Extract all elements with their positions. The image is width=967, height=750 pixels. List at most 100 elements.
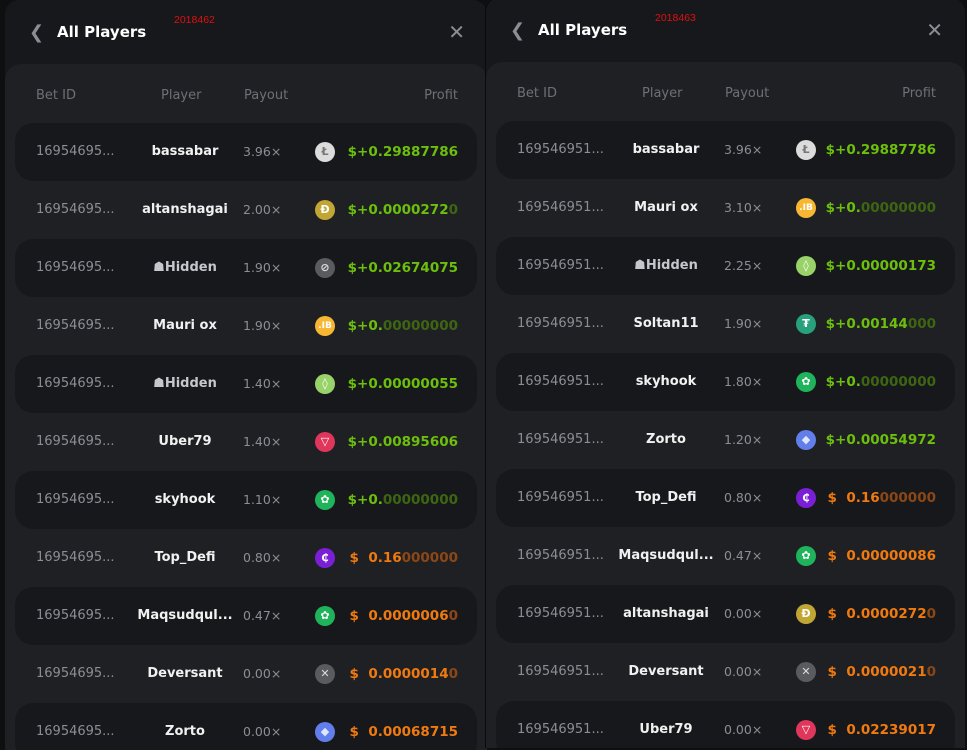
- player-name[interactable]: Uber79: [125, 434, 245, 449]
- bet-id[interactable]: 16954695...: [36, 550, 115, 565]
- player-name[interactable]: Mauri ox: [606, 200, 726, 215]
- bet-id[interactable]: 169546951...: [517, 316, 604, 331]
- player-name[interactable]: Maqsudqul...: [125, 608, 245, 623]
- table-row[interactable]: 169546951... Mauri ox 3.10× .IB $+0.0000…: [496, 179, 955, 237]
- bet-id[interactable]: 169546951...: [517, 142, 604, 157]
- table-row[interactable]: 16954695... Deversant 0.00× ✕ $ 0.000001…: [15, 645, 477, 703]
- payout: 0.47×: [243, 608, 282, 623]
- close-button[interactable]: ✕: [926, 18, 943, 42]
- bet-id[interactable]: 169546951...: [517, 490, 604, 505]
- profit-sign: $+: [347, 376, 369, 392]
- payout: 1.20×: [724, 432, 763, 447]
- table-row[interactable]: 16954695... ☗Hidden 1.40× ◊ $+0.00000055: [15, 355, 477, 413]
- table-row[interactable]: 16954695... altanshagai 2.00× Ð $+0.0000…: [15, 181, 477, 239]
- close-button[interactable]: ✕: [448, 20, 465, 44]
- table-row[interactable]: 169546951... bassabar 3.96× Ł $+0.298877…: [496, 121, 955, 179]
- player-name[interactable]: ☗Hidden: [125, 376, 245, 391]
- profit-value: 0.00000086: [846, 548, 936, 564]
- col-player: Player: [161, 88, 202, 103]
- payout: 3.96×: [724, 142, 763, 157]
- player-label: Hidden: [645, 258, 698, 273]
- table-row[interactable]: 16954695... ☗Hidden 1.90× ⊘ $+0.02674075: [15, 239, 477, 297]
- bet-id[interactable]: 16954695...: [36, 724, 115, 739]
- player-name[interactable]: Top_Defi: [125, 550, 245, 565]
- bet-id[interactable]: 169546951...: [517, 722, 604, 737]
- col-player: Player: [642, 86, 683, 101]
- all-players-panel: ❮ All Players 2018463 ✕ Bet ID Player Pa…: [485, 0, 965, 748]
- profit-sign: $+: [825, 142, 847, 158]
- table-row[interactable]: 16954695... Zorto 0.00× ◆ $ 0.00068715: [15, 703, 477, 750]
- table-row[interactable]: 16954695... Uber79 1.40× ▽ $+0.00895606: [15, 413, 477, 471]
- profit-sign: $: [349, 666, 369, 682]
- table-row[interactable]: 16954695... bassabar 3.96× Ł $+0.2988778…: [15, 123, 477, 181]
- bet-id[interactable]: 16954695...: [36, 376, 115, 391]
- profit-trailing-zeros: 00000000: [860, 374, 936, 390]
- profit-value: 0.00000055: [368, 376, 458, 392]
- player-name[interactable]: skyhook: [606, 374, 726, 389]
- profit-trailing-zeros: 00000000: [382, 318, 458, 334]
- bet-id[interactable]: 16954695...: [36, 144, 115, 159]
- bet-id[interactable]: 169546951...: [517, 548, 604, 563]
- bet-id[interactable]: 16954695...: [36, 666, 115, 681]
- bet-id[interactable]: 16954695...: [36, 434, 115, 449]
- ethereum-icon: ◆: [315, 722, 335, 742]
- payout: 3.10×: [724, 200, 763, 215]
- bet-id[interactable]: 169546951...: [517, 664, 604, 679]
- table-row[interactable]: 169546951... ☗Hidden 2.25× ◊ $+0.0000017…: [496, 237, 955, 295]
- profit-trailing-zeros: 00000000: [860, 200, 936, 216]
- table-row[interactable]: 16954695... Maqsudqul... 0.47× ✿ $ 0.000…: [15, 587, 477, 645]
- player-name[interactable]: bassabar: [125, 144, 245, 159]
- player-name[interactable]: altanshagai: [606, 606, 726, 621]
- back-button[interactable]: ❮: [29, 22, 45, 43]
- bet-id[interactable]: 169546951...: [517, 432, 604, 447]
- table-row[interactable]: 16954695... skyhook 1.10× ✿ $+0.00000000: [15, 471, 477, 529]
- player-name[interactable]: Maqsudqul...: [606, 548, 726, 563]
- player-name[interactable]: Deversant: [606, 664, 726, 679]
- player-name[interactable]: Mauri ox: [125, 318, 245, 333]
- players-table: Bet ID Player Payout Profit 16954695... …: [5, 64, 487, 750]
- table-header: Bet ID Player Payout Profit: [486, 62, 965, 121]
- bet-id[interactable]: 16954695...: [36, 608, 115, 623]
- player-name[interactable]: Deversant: [125, 666, 245, 681]
- profit-value: 0.0000272: [846, 606, 927, 622]
- table-row[interactable]: 16954695... Mauri ox 1.90× .IB $+0.00000…: [15, 297, 477, 355]
- player-name[interactable]: Uber79: [606, 722, 726, 737]
- bet-id[interactable]: 16954695...: [36, 260, 115, 275]
- profit-sign: $+: [347, 202, 369, 218]
- profit-value: 0.0000272: [368, 202, 449, 218]
- bet-id[interactable]: 169546951...: [517, 374, 604, 389]
- table-row[interactable]: 169546951... Zorto 1.20× ◆ $+0.00054972: [496, 411, 955, 469]
- profit-trailing-zeros: 000000: [879, 490, 936, 506]
- player-name[interactable]: Zorto: [125, 724, 245, 739]
- bet-id[interactable]: 169546951...: [517, 258, 604, 273]
- player-label: skyhook: [635, 374, 697, 389]
- player-name[interactable]: Soltan11: [606, 316, 726, 331]
- player-name[interactable]: skyhook: [125, 492, 245, 507]
- bet-id[interactable]: 16954695...: [36, 202, 115, 217]
- table-row[interactable]: 169546951... Soltan11 1.90× ₮ $+0.001440…: [496, 295, 955, 353]
- table-row[interactable]: 16954695... Top_Defi 0.80× ₵ $ 0.1600000…: [15, 529, 477, 587]
- bet-id[interactable]: 16954695...: [36, 492, 115, 507]
- profit-sign: $: [827, 722, 847, 738]
- player-name[interactable]: ☗Hidden: [125, 260, 245, 275]
- table-row[interactable]: 169546951... Maqsudqul... 0.47× ✿ $ 0.00…: [496, 527, 955, 585]
- payout: 0.47×: [724, 548, 763, 563]
- table-row[interactable]: 169546951... altanshagai 0.00× Ð $ 0.000…: [496, 585, 955, 643]
- profit-value: 0.: [368, 492, 383, 508]
- player-name[interactable]: Top_Defi: [606, 490, 726, 505]
- player-name[interactable]: altanshagai: [125, 202, 245, 217]
- player-name[interactable]: bassabar: [606, 142, 726, 157]
- bet-id[interactable]: 169546951...: [517, 200, 604, 215]
- profit-value: 0.02674075: [368, 260, 458, 276]
- table-row[interactable]: 169546951... Deversant 0.00× ✕ $ 0.00000…: [496, 643, 955, 701]
- back-button[interactable]: ❮: [510, 20, 526, 41]
- bet-id[interactable]: 169546951...: [517, 606, 604, 621]
- payout: 0.80×: [243, 550, 282, 565]
- bet-id[interactable]: 16954695...: [36, 318, 115, 333]
- table-row[interactable]: 169546951... skyhook 1.80× ✿ $+0.0000000…: [496, 353, 955, 411]
- player-name[interactable]: Zorto: [606, 432, 726, 447]
- table-row[interactable]: 169546951... Top_Defi 0.80× ₵ $ 0.160000…: [496, 469, 955, 527]
- table-row[interactable]: 169546951... Uber79 0.00× ▽ $ 0.02239017: [496, 701, 955, 748]
- profit: $ 0.02239017: [828, 722, 936, 738]
- player-name[interactable]: ☗Hidden: [606, 258, 726, 273]
